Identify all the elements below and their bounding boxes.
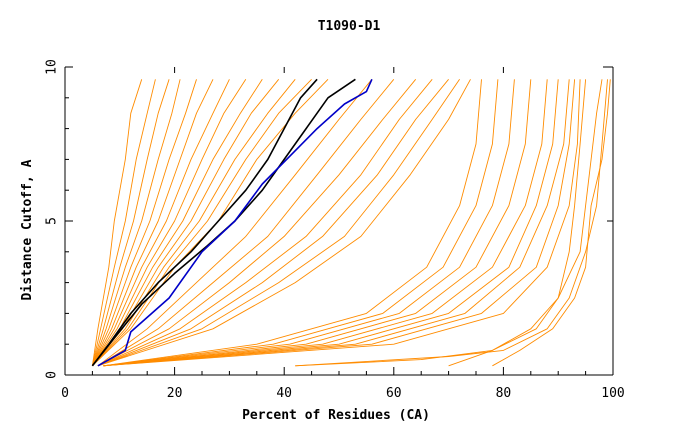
series-line-model-c09 [103,79,581,367]
y-tick-label-5: 5 [45,217,60,225]
series-line-model-a06 [92,79,214,367]
series-line-model-a01 [91,79,143,366]
series-line-model-a08 [92,79,247,367]
series-line-model-a07 [92,79,230,367]
series-line-model-b03 [97,79,417,367]
series-line-model-c08 [103,79,576,367]
x-tick-label-100: 100 [601,386,624,401]
x-tick-label-80: 80 [496,386,512,401]
x-tick-label-20: 20 [167,386,183,401]
series-line-model-b06 [97,79,460,367]
series-line-model-d02 [295,79,608,367]
series-line-model-c07 [103,79,570,367]
series-line-model-a12 [92,78,312,367]
series-line-model-a13 [92,78,329,367]
series-line-model-b04 [97,79,433,367]
series-line-model-c04 [103,79,532,367]
series-line-model-a02 [91,79,156,366]
series-line-best-model-blue [97,78,373,367]
series-line-model-b07 [97,79,471,367]
series-line-model-b05 [97,79,449,367]
series-line-model-d03 [448,79,603,367]
series-line-model-b02 [97,79,395,367]
x-axis-label: Percent of Residues (CA) [242,408,430,423]
x-tick-label-0: 0 [61,386,69,401]
y-tick-label-0: 0 [45,371,60,379]
chart-title: T1090-D1 [318,19,381,34]
series-line-model-a03 [91,79,170,366]
y-axis-label: Distance Cutoff, A [20,159,35,300]
series-line-model-c05 [103,79,548,367]
series-layer [91,78,611,367]
y-tick-label-10: 10 [45,59,60,75]
series-line-model-a11 [92,79,296,367]
series-line-model-a04 [91,79,181,366]
series-line-best-model-black-1 [91,78,318,367]
series-line-model-b01 [97,79,373,367]
series-line-model-d04 [492,79,611,367]
series-line-model-c01 [103,79,482,367]
series-line-model-c06 [103,79,559,367]
x-tick-label-60: 60 [386,386,402,401]
series-line-model-c02 [103,79,499,367]
series-line-model-d01 [295,79,587,367]
x-tick-label-40: 40 [276,386,292,401]
axis-ticks: 0 20 40 60 80 100 0 5 10 [45,59,625,401]
series-line-model-c03 [103,79,515,367]
series-line-model-a05 [91,79,197,366]
